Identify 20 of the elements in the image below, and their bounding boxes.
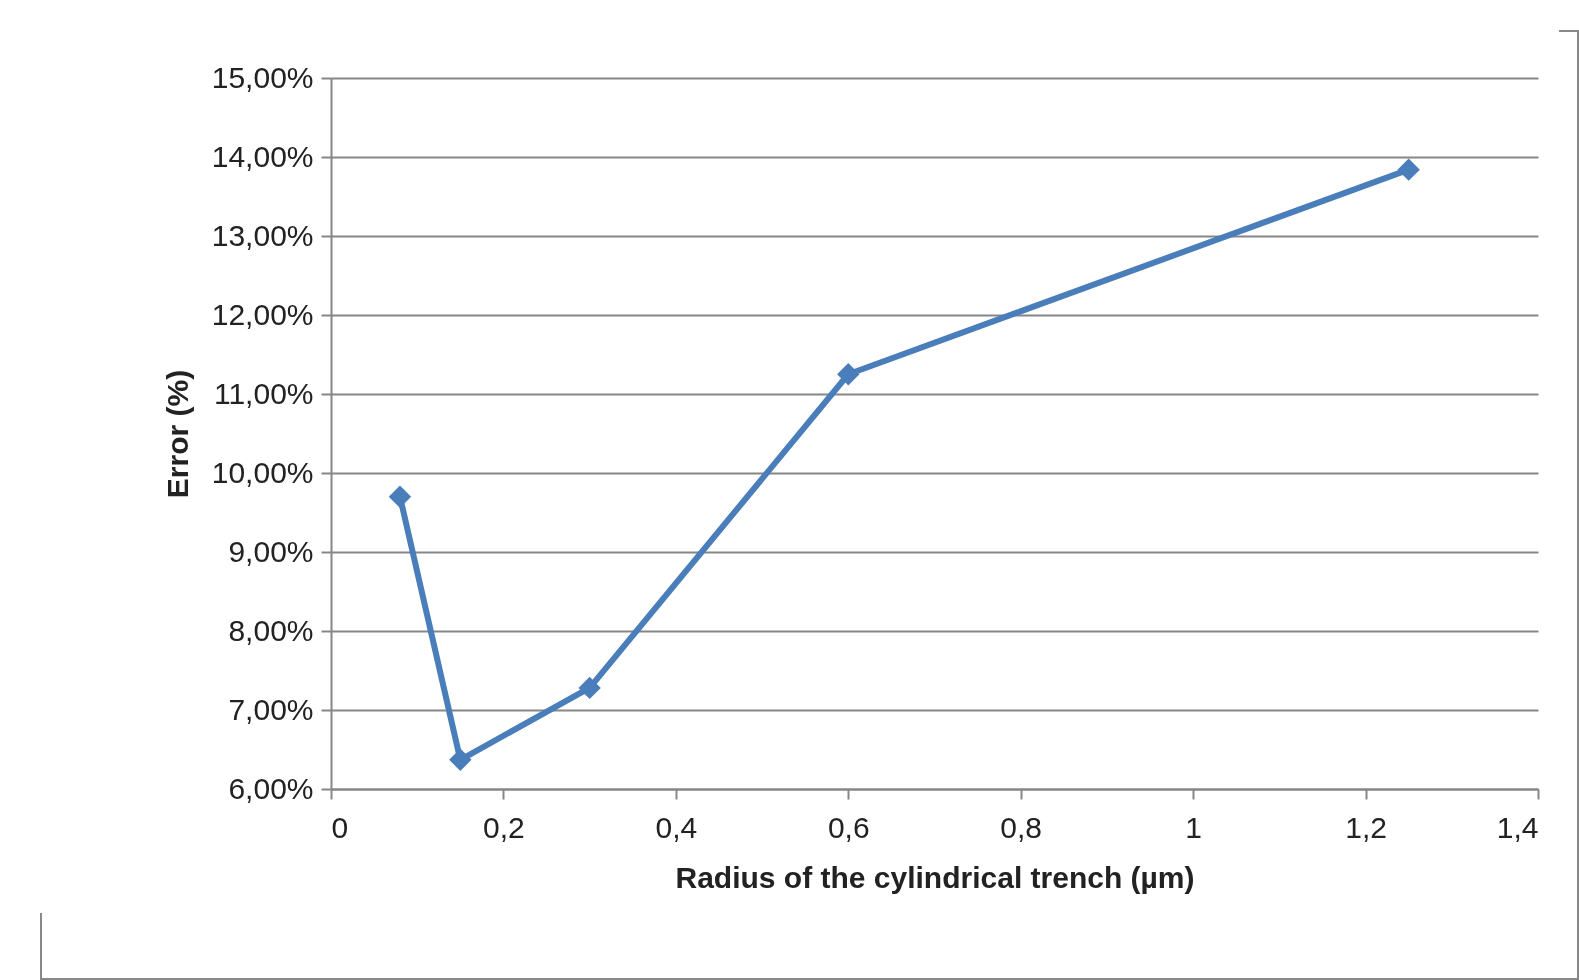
x-tick-label: 1,4 xyxy=(1496,810,1539,844)
y-tick-label: 14,00% xyxy=(211,139,314,173)
y-tick-label: 10,00% xyxy=(211,455,314,489)
y-tick-label: 9,00% xyxy=(228,534,314,568)
y-tick-label: 13,00% xyxy=(211,218,314,252)
x-tick-label: 0,2 xyxy=(483,810,525,844)
x-tick-label: 0,4 xyxy=(655,810,698,844)
y-tick-label: 11,00% xyxy=(213,376,314,410)
x-tick-label: 0 xyxy=(331,810,349,844)
x-tick-label: 1 xyxy=(1185,810,1202,844)
y-tick-label: 7,00% xyxy=(228,692,314,726)
y-tick-label: 8,00% xyxy=(228,613,314,647)
y-tick-label: 12,00% xyxy=(211,297,314,331)
x-tick-label: 0,8 xyxy=(1000,810,1043,844)
y-tick-label: 6,00% xyxy=(228,771,314,805)
x-tick-label: 0,6 xyxy=(827,810,870,844)
x-axis-title: Radius of the cylindrical trench (µm) xyxy=(675,860,1195,894)
y-axis-title: Error (%) xyxy=(160,369,194,499)
y-tick-label: 15,00% xyxy=(211,60,314,94)
x-tick-label: 1,2 xyxy=(1345,810,1387,844)
